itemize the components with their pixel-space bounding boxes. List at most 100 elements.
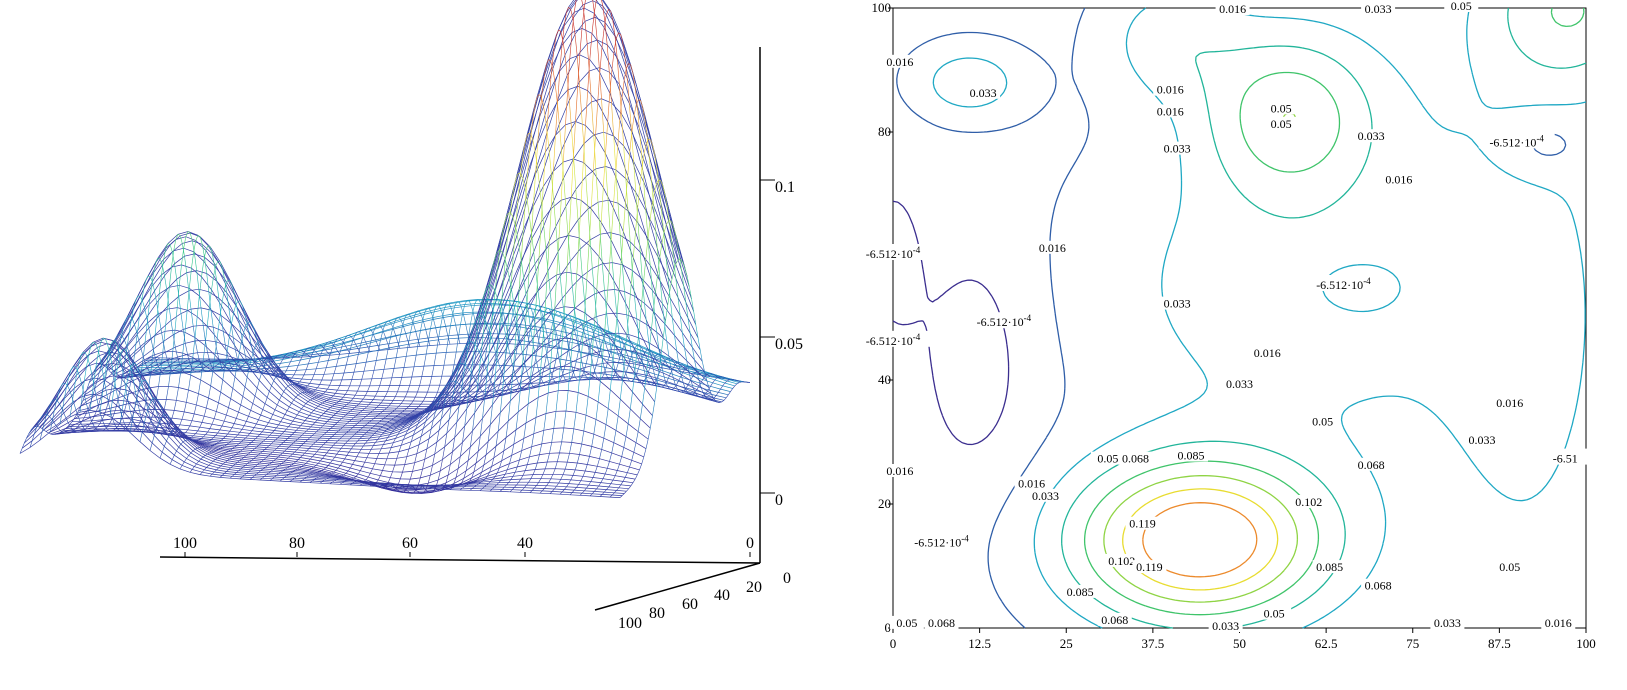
surface-segment <box>355 457 357 461</box>
surface-segment <box>548 271 550 292</box>
y-tick-label: 80 <box>649 605 665 622</box>
contour-label: 0.016 <box>886 55 913 69</box>
surface-segment <box>231 466 233 468</box>
surface-segment <box>322 402 324 403</box>
surface-segment <box>389 448 391 453</box>
surface-segment <box>498 361 500 368</box>
surface-segment <box>540 444 542 455</box>
surface-segment <box>296 460 298 462</box>
surface-segment <box>385 392 387 397</box>
surface-segment <box>122 412 124 418</box>
surface-segment <box>520 451 522 460</box>
surface-segment <box>614 430 616 442</box>
surface-segment <box>293 452 295 454</box>
surface-segment <box>134 402 136 411</box>
surface-segment <box>161 329 163 341</box>
surface-segment <box>520 490 522 492</box>
surface-segment <box>503 253 505 259</box>
surface-segment <box>624 146 626 179</box>
surface-segment <box>218 448 220 449</box>
surface-segment <box>319 416 321 418</box>
surface-segment <box>274 428 276 431</box>
surface-segment <box>605 303 607 332</box>
surface-segment <box>666 221 668 225</box>
surface-segment <box>230 449 232 451</box>
surface-segment <box>283 451 285 453</box>
contour-label-exp: -6.512·10-4 <box>1489 133 1544 149</box>
surface-segment <box>573 122 575 159</box>
surface-segment <box>469 301 471 306</box>
surface-segment <box>636 432 638 443</box>
surface-segment <box>327 420 329 422</box>
surface-segment <box>170 245 172 252</box>
surface-segment <box>411 322 413 332</box>
surface-segment <box>619 485 621 488</box>
surface-segment <box>323 475 325 476</box>
surface-segment <box>435 392 437 397</box>
surface-segment <box>581 333 583 342</box>
surface-segment <box>422 366 424 377</box>
surface-segment <box>517 379 519 384</box>
surface-segment <box>189 268 191 288</box>
surface-segment <box>353 395 355 398</box>
surface-segment <box>635 296 637 319</box>
surface-segment <box>106 402 108 409</box>
surface-segment <box>232 456 234 458</box>
surface-segment <box>458 325 460 339</box>
surface-segment <box>622 447 624 456</box>
surface-segment <box>727 380 729 381</box>
surface-segment <box>172 455 174 460</box>
surface-segment <box>502 487 504 489</box>
x-tick-label: 0 <box>890 636 897 651</box>
contour-label: 0.068 <box>1122 452 1149 466</box>
surface-segment <box>559 30 561 32</box>
surface-segment <box>542 489 544 491</box>
surface-segment <box>294 462 296 464</box>
surface-line <box>94 132 694 418</box>
surface-segment <box>414 324 416 332</box>
surface-segment <box>577 484 579 487</box>
surface-segment <box>551 474 553 479</box>
surface-segment <box>302 465 304 467</box>
surface-segment <box>209 386 211 398</box>
surface-segment <box>512 444 514 455</box>
surface-segment <box>248 452 250 454</box>
surface-segment <box>647 325 649 343</box>
surface-segment <box>387 453 389 459</box>
surface-segment <box>343 394 345 397</box>
surface-segment <box>324 468 326 470</box>
surface-segment <box>521 475 523 479</box>
surface-segment <box>506 421 508 438</box>
surface-segment <box>329 448 331 451</box>
contour-label: 0.016 <box>1219 2 1246 16</box>
y-tick-label: 40 <box>714 587 730 604</box>
surface-segment <box>367 405 369 407</box>
y-tick-label: 20 <box>878 496 891 511</box>
surface-segment <box>714 396 716 399</box>
surface-segment <box>519 479 521 482</box>
surface-segment <box>270 462 272 464</box>
surface-segment <box>358 386 360 391</box>
surface-segment <box>212 451 214 452</box>
surface-segment <box>365 391 367 395</box>
surface-segment <box>207 274 209 292</box>
surface-segment <box>108 401 110 411</box>
surface-segment <box>638 223 640 252</box>
surface-segment <box>263 404 265 410</box>
surface-segment <box>303 453 305 455</box>
surface-segment <box>534 417 536 433</box>
surface-segment <box>214 412 216 419</box>
surface-segment <box>306 429 308 431</box>
contour-label: 0.033 <box>1164 142 1191 156</box>
surface-segment <box>337 401 339 403</box>
surface-segment <box>50 417 52 420</box>
surface-segment <box>563 125 565 162</box>
contour-label: 0.068 <box>1101 613 1128 627</box>
surface-segment <box>572 286 574 308</box>
surface-segment <box>413 315 415 322</box>
surface-segment <box>511 213 513 217</box>
surface-segment <box>607 272 609 303</box>
surface-segment <box>232 424 234 428</box>
surface-segment <box>305 386 307 387</box>
